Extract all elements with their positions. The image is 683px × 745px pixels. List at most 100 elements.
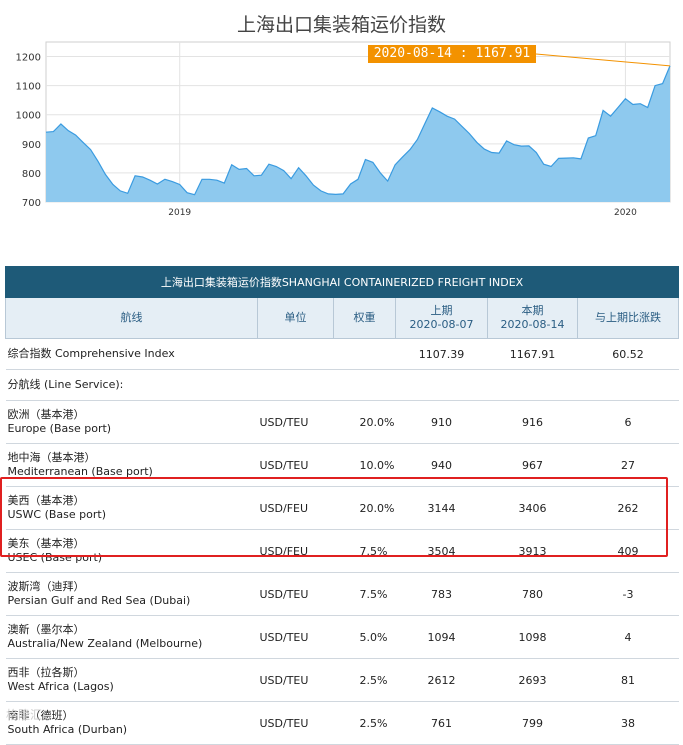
route-name-en: USWC (Base port): [7, 508, 107, 521]
route-name-cn: 西非（拉各斯）: [7, 666, 85, 679]
route-weight: 2.5%: [333, 658, 396, 702]
route-current: 967: [487, 443, 578, 487]
y-tick-label: 1100: [16, 82, 41, 93]
table-row: 澳新（墨尔本） Australia/New Zealand (Melbourne)…: [5, 615, 679, 659]
route-current: 799: [487, 701, 578, 745]
table-row: 地中海（基本港） Mediterranean (Base port) USD/TEU…: [5, 443, 679, 487]
tooltip-connector: [535, 53, 671, 67]
route-change: 262: [577, 486, 679, 530]
y-tick-label: 900: [22, 140, 41, 151]
route-current: 1098: [487, 615, 578, 659]
route-name: 西非（拉各斯） West Africa (Lagos): [5, 658, 258, 702]
comprehensive-previous: 1107.39: [395, 338, 488, 370]
table-row: 南非（德班） South Africa (Durban) USD/TEU 2.5% 76…: [5, 701, 679, 745]
route-name: 美东（基本港） USEC (Base port): [5, 529, 258, 573]
route-change: 81: [577, 658, 679, 702]
route-unit: USD/TEU: [257, 658, 334, 702]
route-previous: 3504: [395, 529, 488, 573]
route-name-en: Australia/New Zealand (Melbourne): [7, 637, 203, 650]
route-unit: USD/TEU: [257, 615, 334, 659]
route-previous: 910: [395, 400, 488, 444]
header-previous: 上期 2020-08-07: [395, 297, 488, 339]
header-change: 与上期比涨跌: [576, 297, 680, 339]
route-name-en: Mediterranean (Base port): [7, 465, 153, 478]
chart-tooltip: 2020-08-14 : 1167.91: [368, 45, 536, 63]
table-row: 美西（基本港） USWC (Base port) USD/FEU 20.0% 3144 3…: [5, 486, 679, 530]
route-previous: 761: [395, 701, 488, 745]
header-current-date: 2020-08-14: [500, 318, 565, 331]
route-change: 409: [577, 529, 679, 573]
route-name-en: West Africa (Lagos): [7, 680, 114, 693]
route-previous: 3144: [395, 486, 488, 530]
header-unit: 单位: [257, 297, 334, 339]
route-name-en: Persian Gulf and Red Sea (Dubai): [7, 594, 191, 607]
route-name: 波斯湾（迪拜） Persian Gulf and Red Sea (Dubai): [5, 572, 258, 616]
route-unit: USD/TEU: [257, 701, 334, 745]
x-tick-label: 2019: [168, 208, 191, 218]
route-unit: USD/FEU: [257, 486, 334, 530]
route-name: 地中海（基本港） Mediterranean (Base port): [5, 443, 258, 487]
route-name-cn: 欧洲（基本港）: [7, 408, 85, 421]
route-name-cn: 澳新（墨尔本）: [7, 623, 85, 636]
route-weight: 20.0%: [333, 400, 396, 444]
route-weight: 2.5%: [333, 701, 396, 745]
route-current: 780: [487, 572, 578, 616]
route-current: 3913: [487, 529, 578, 573]
route-name-cn: 波斯湾（迪拜）: [7, 580, 85, 593]
route-weight: 20.0%: [333, 486, 396, 530]
route-current: 3406: [487, 486, 578, 530]
route-weight: 5.0%: [333, 615, 396, 659]
header-current-label: 本期: [521, 304, 544, 317]
comprehensive-label: 综合指数 Comprehensive Index: [5, 338, 258, 370]
route-name-en: South Africa (Durban): [7, 723, 128, 736]
route-change: 4: [577, 615, 679, 659]
route-previous: 940: [395, 443, 488, 487]
table-row: 西非（拉各斯） West Africa (Lagos) USD/TEU 2.5% 261…: [5, 658, 679, 702]
y-tick-label: 1000: [16, 111, 41, 122]
route-name-en: USEC (Base port): [7, 551, 103, 564]
table-row-comprehensive: 综合指数 Comprehensive Index 1107.39 1167.91…: [5, 338, 679, 370]
route-name: 美西（基本港） USWC (Base port): [5, 486, 258, 530]
header-current: 本期 2020-08-14: [487, 297, 578, 339]
table-caption: 上海出口集装箱运价指数SHANGHAI CONTAINERIZED FREIGH…: [4, 266, 680, 298]
y-tick-label: 700: [22, 198, 41, 209]
route-weight: 10.0%: [333, 443, 396, 487]
route-current: 2693: [487, 658, 578, 702]
header-weight: 权重: [333, 297, 396, 339]
freight-index-table: 上海出口集装箱运价指数SHANGHAI CONTAINERIZED FREIGH…: [4, 266, 680, 745]
route-name: 南非（德班） South Africa (Durban): [5, 701, 258, 745]
header-route: 航线: [5, 297, 258, 339]
route-name-cn: 美西（基本港）: [7, 494, 85, 507]
series-area: [46, 65, 670, 203]
chart-title: 上海出口集装箱运价指数: [236, 14, 446, 36]
route-name: 澳新（墨尔本） Australia/New Zealand (Melbourne): [5, 615, 258, 659]
table-row: 波斯湾（迪拜） Persian Gulf and Red Sea (Dubai) U…: [5, 572, 679, 616]
header-previous-date: 2020-08-07: [409, 318, 474, 331]
route-unit: USD/TEU: [257, 443, 334, 487]
route-change: 27: [577, 443, 679, 487]
table-row: 欧洲（基本港） Europe (Base port) USD/TEU 20.0% 910…: [5, 400, 679, 444]
y-tick-label: 800: [22, 169, 41, 180]
route-name: 欧洲（基本港） Europe (Base port): [5, 400, 258, 444]
route-name-en: Europe (Base port): [7, 422, 112, 435]
freight-index-chart: 上海出口集装箱运价指数 700 800 900 1000 1100 1200 2019 202…: [0, 0, 683, 230]
route-previous: 1094: [395, 615, 488, 659]
route-previous: 2612: [395, 658, 488, 702]
table-row: 美东（基本港） USEC (Base port) USD/FEU 7.5% 3504 39…: [5, 529, 679, 573]
route-name-cn: 南非（德班）: [7, 709, 74, 722]
freight-index-table-container: 上海出口集装箱运价指数SHANGHAI CONTAINERIZED FREIGH…: [4, 266, 680, 745]
section-label: 分航线 (Line Service):: [5, 369, 679, 401]
series-line: [45, 65, 671, 196]
x-tick-label: 2020: [614, 208, 637, 218]
chart-svg: 700 800 900 1000 1100 1200 2019 2020: [16, 41, 671, 218]
route-name-cn: 美东（基本港）: [7, 537, 85, 550]
route-change: 6: [577, 400, 679, 444]
route-unit: USD/TEU: [257, 400, 334, 444]
route-current: 916: [487, 400, 578, 444]
table-row-section: 分航线 (Line Service):: [5, 369, 679, 401]
route-previous: 783: [395, 572, 488, 616]
header-previous-label: 上期: [430, 304, 453, 317]
comprehensive-current: 1167.91: [487, 338, 578, 370]
route-weight: 7.5%: [333, 529, 396, 573]
route-unit: USD/TEU: [257, 572, 334, 616]
